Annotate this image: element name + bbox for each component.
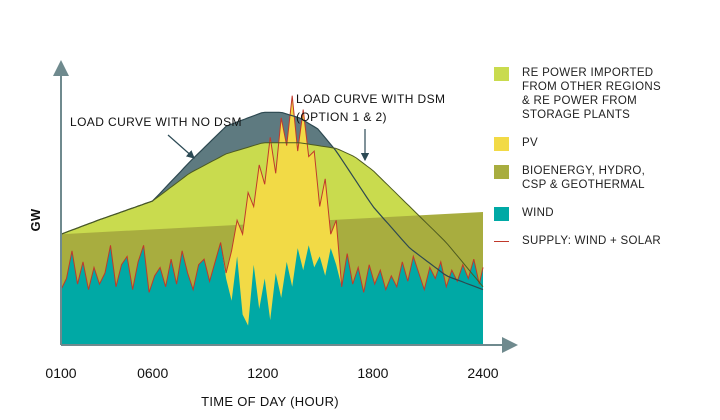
legend-label-pv: PV	[522, 136, 714, 150]
x-tick-1200: 1200	[247, 365, 278, 381]
legend-swatch-wind	[494, 207, 509, 221]
legend: RE POWER IMPORTED FROM OTHER REGIONS & R…	[494, 66, 714, 262]
legend-label-re_import: RE POWER IMPORTED FROM OTHER REGIONS & R…	[522, 66, 714, 122]
legend-label-wind: WIND	[522, 206, 714, 220]
legend-item-re_import: RE POWER IMPORTED FROM OTHER REGIONS & R…	[494, 66, 714, 122]
legend-item-pv: PV	[494, 136, 714, 150]
annotation-no-dsm: LOAD CURVE WITH NO DSM	[70, 115, 242, 129]
legend-swatch-bio	[494, 165, 509, 179]
x-tick-labels: 0100 0600 1200 1800 2400	[45, 365, 498, 381]
annotation-dsm-line2: (OPTION 1 & 2)	[296, 110, 387, 124]
x-axis-label: TIME OF DAY (HOUR)	[201, 394, 339, 409]
legend-item-supply_line: SUPPLY: WIND + SOLAR	[494, 234, 714, 248]
legend-swatch-pv	[494, 137, 509, 151]
x-tick-2400: 2400	[467, 365, 498, 381]
plot-area	[61, 96, 483, 345]
x-tick-0100: 0100	[45, 365, 76, 381]
y-axis-label: GW	[28, 208, 43, 231]
x-tick-0600: 0600	[137, 365, 168, 381]
x-tick-1800: 1800	[357, 365, 388, 381]
legend-swatch-re_import	[494, 67, 509, 81]
legend-label-bio: BIOENERGY, HYDRO, CSP & GEOTHERMAL	[522, 164, 714, 192]
legend-label-supply_line: SUPPLY: WIND + SOLAR	[522, 234, 714, 248]
annotation-dsm-line1: LOAD CURVE WITH DSM	[296, 92, 445, 106]
legend-swatch-supply_line	[494, 241, 509, 242]
annotation-no-dsm-arrow	[168, 135, 194, 158]
legend-item-bio: BIOENERGY, HYDRO, CSP & GEOTHERMAL	[494, 164, 714, 192]
legend-item-wind: WIND	[494, 206, 714, 220]
